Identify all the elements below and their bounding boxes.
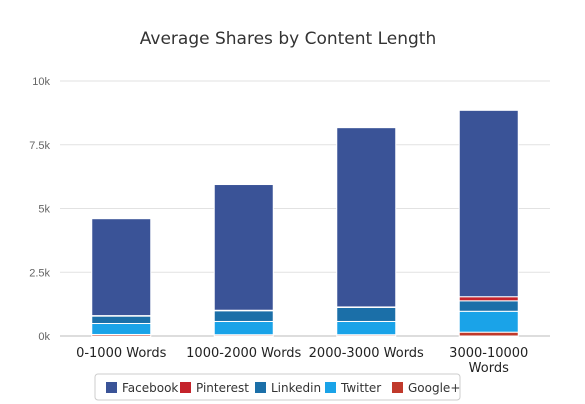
- bar-facebook-0-1000-words[interactable]: [91, 218, 152, 317]
- bar-facebook-3000-10000-words[interactable]: [458, 109, 519, 298]
- bar-twitter-0-1000-words[interactable]: [91, 323, 152, 335]
- bars: [91, 109, 519, 337]
- bar-googleplus-3000-10000-words[interactable]: [458, 331, 519, 337]
- bar-facebook-1000-2000-words[interactable]: [213, 184, 274, 311]
- y-tick-label-0: 0k: [38, 331, 50, 343]
- legend-swatch-linkedin: [255, 382, 266, 393]
- bar-pinterest-3000-10000-words[interactable]: [458, 296, 519, 302]
- legend-item-facebook[interactable]: Facebook: [106, 381, 178, 395]
- bar-twitter-2000-3000-words[interactable]: [336, 320, 397, 336]
- legend-swatch-googleplus: [392, 382, 403, 393]
- legend-label-facebook: Facebook: [122, 381, 178, 395]
- bar-linkedin-2000-3000-words[interactable]: [336, 306, 397, 322]
- legend: Facebook Pinterest Linkedin Twitter Google+: [94, 373, 461, 401]
- legend-swatch-twitter: [325, 382, 336, 393]
- y-tick-label-2: 5k: [38, 204, 50, 216]
- legend-swatch-facebook: [106, 382, 117, 393]
- chart-title: Average Shares by Content Length: [140, 29, 436, 49]
- legend-swatch-pinterest: [180, 382, 191, 393]
- bar-twitter-1000-2000-words[interactable]: [213, 320, 274, 336]
- legend-item-googleplus[interactable]: Google+: [392, 381, 460, 395]
- legend-label-pinterest: Pinterest: [196, 381, 249, 395]
- x-tick-label-3: 3000-10000 Words: [449, 346, 528, 376]
- x-tick-label-0: 0-1000 Words: [76, 346, 167, 361]
- bar-linkedin-0-1000-words[interactable]: [91, 315, 152, 325]
- y-axis-ticks: 0k 2.5k 5k 7.5k 10k: [29, 76, 50, 343]
- y-tick-label-4: 10k: [32, 76, 50, 88]
- legend-box: [94, 373, 461, 401]
- legend-label-twitter: Twitter: [340, 381, 381, 395]
- y-tick-label-3: 7.5k: [29, 140, 50, 152]
- bar-linkedin-1000-2000-words[interactable]: [213, 310, 274, 322]
- legend-item-linkedin[interactable]: Linkedin: [255, 381, 321, 395]
- bar-twitter-3000-10000-words[interactable]: [458, 310, 519, 333]
- legend-label-googleplus: Google+: [408, 381, 460, 395]
- legend-label-linkedin: Linkedin: [271, 381, 321, 395]
- x-axis-ticks: 0-1000 Words 1000-2000 Words 2000-3000 Wor…: [76, 346, 528, 376]
- x-tick-label-2: 2000-3000 Words: [309, 346, 424, 361]
- bar-facebook-2000-3000-words[interactable]: [336, 127, 397, 308]
- y-tick-label-1: 2.5k: [29, 267, 50, 279]
- legend-item-pinterest[interactable]: Pinterest: [180, 381, 249, 395]
- bar-linkedin-3000-10000-words[interactable]: [458, 300, 519, 312]
- x-tick-label-1: 1000-2000 Words: [186, 346, 301, 361]
- legend-item-twitter[interactable]: Twitter: [325, 381, 381, 395]
